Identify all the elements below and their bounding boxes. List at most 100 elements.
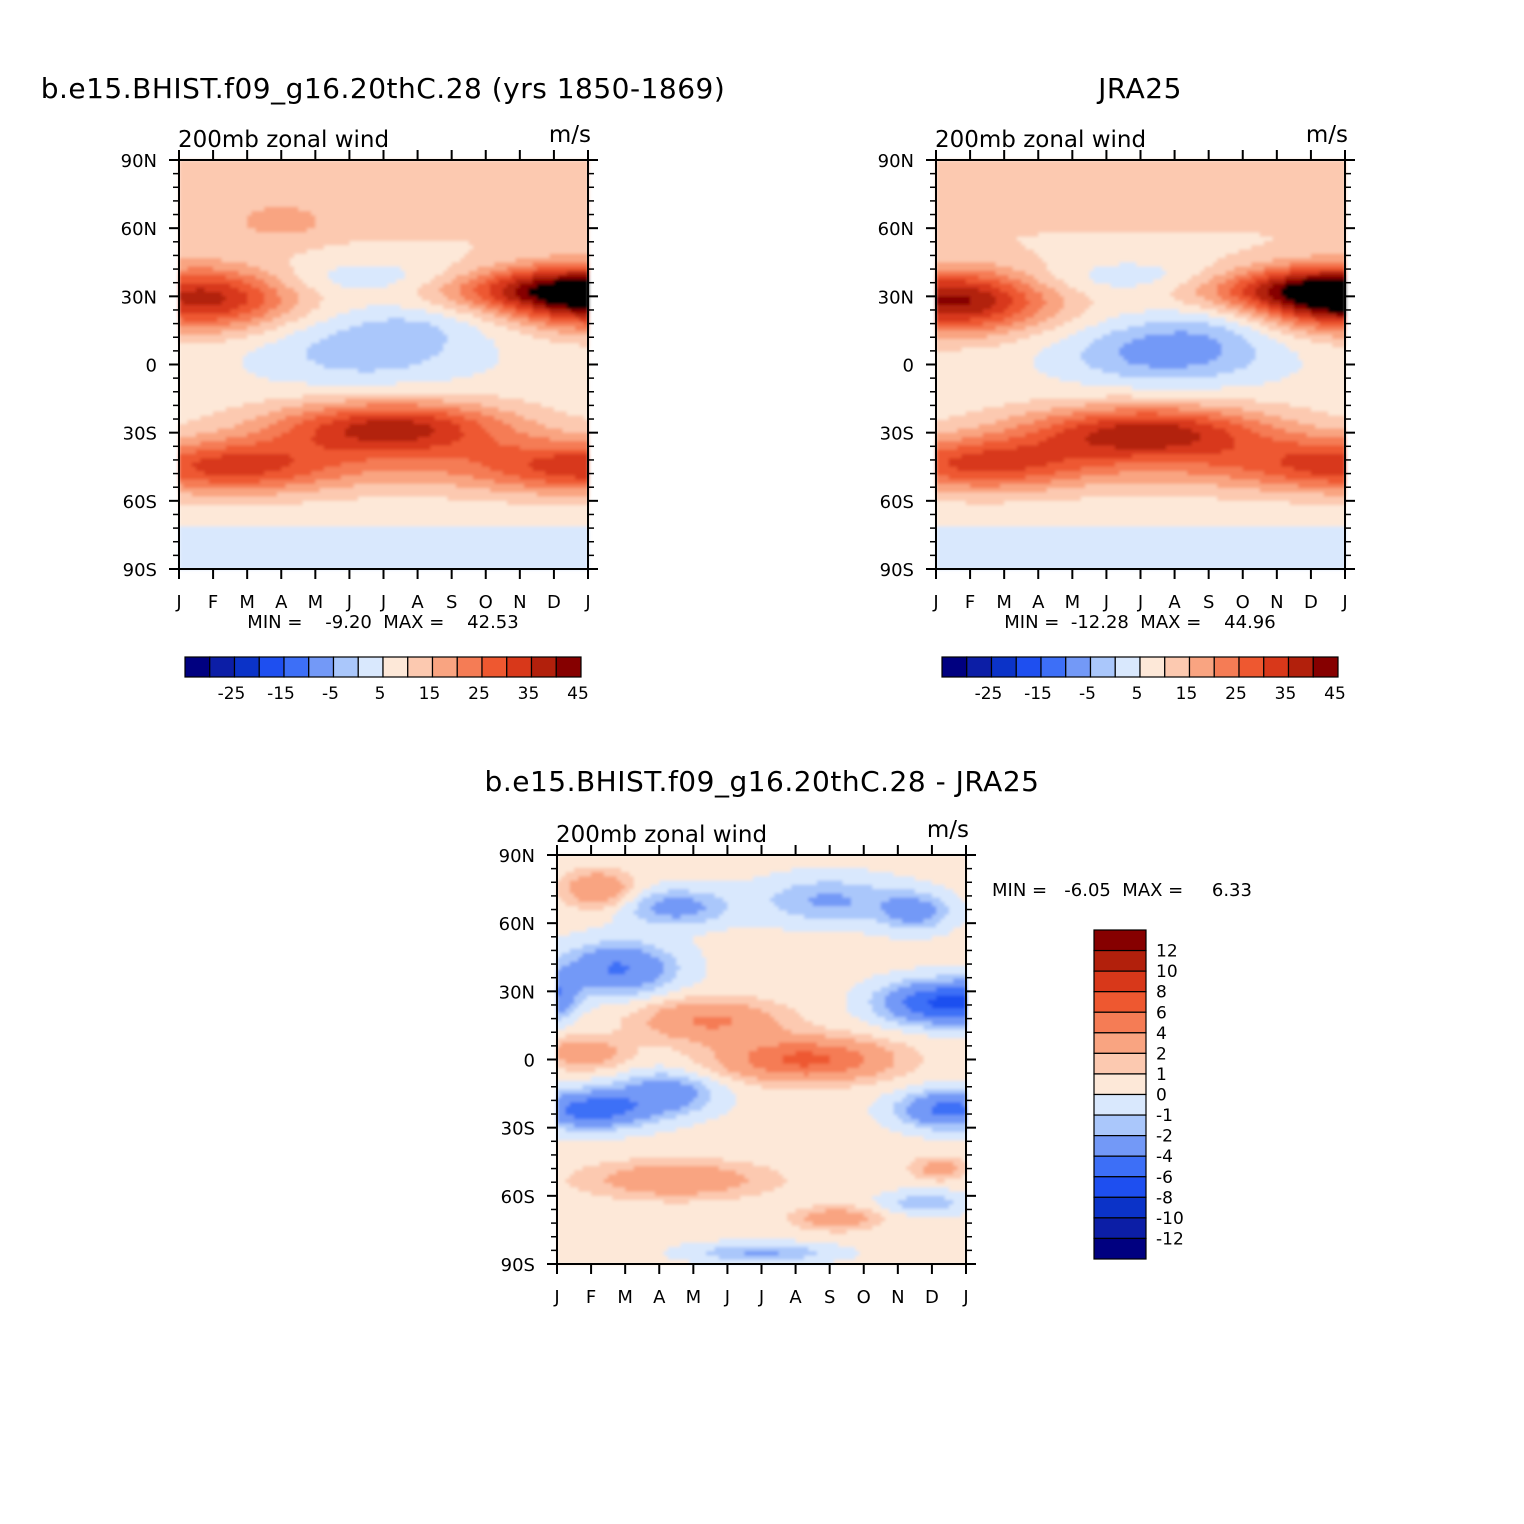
- colorbar-label: -6: [1156, 1168, 1173, 1188]
- x-tick-label: A: [653, 1287, 666, 1308]
- contour-cell: [1012, 266, 1048, 272]
- contour-cell: [561, 897, 579, 903]
- contour-cell: [936, 377, 1061, 383]
- contour-cell: [936, 530, 1346, 536]
- contour-cell: [936, 326, 997, 332]
- contour-cell: [1264, 270, 1291, 276]
- contour-cell: [637, 1008, 660, 1014]
- contour-cell: [612, 1195, 741, 1201]
- contour-cell: [995, 262, 1048, 268]
- contour-cell: [1004, 428, 1039, 434]
- contour-cell: [264, 292, 278, 297]
- contour-cell: [663, 897, 694, 903]
- y-tick-label: 60N: [878, 219, 914, 240]
- contour-cell: [230, 321, 261, 327]
- contour-cell: [808, 1072, 878, 1078]
- contour-cell: [179, 398, 265, 404]
- contour-cell: [612, 918, 648, 924]
- contour-cell: [1012, 296, 1027, 302]
- contour-cell: [706, 906, 729, 911]
- contour-cell: [268, 270, 295, 276]
- contour-cell: [710, 1093, 737, 1099]
- contour-cell: [536, 326, 576, 332]
- contour-cell: [842, 893, 933, 899]
- contour-cell: [774, 1016, 805, 1022]
- contour-cell: [957, 1166, 967, 1171]
- contour-cell: [1033, 287, 1056, 293]
- contour-cell: [1119, 373, 1218, 378]
- contour-cell: [515, 292, 529, 297]
- contour-cell: [443, 283, 461, 289]
- contour-cell: [906, 1016, 967, 1022]
- contour-cell: [672, 1046, 711, 1052]
- contour-cell: [693, 1085, 707, 1090]
- contour-cell: [289, 309, 312, 314]
- contour-cell: [744, 1251, 780, 1257]
- contour-cell: [680, 1080, 703, 1086]
- contour-cell: [1089, 441, 1193, 447]
- y-tick-label: 30S: [501, 1119, 535, 1140]
- contour-cell: [982, 309, 1005, 314]
- contour-cell: [663, 999, 775, 1005]
- contour-cell: [740, 1183, 784, 1188]
- contour-cell: [434, 275, 457, 280]
- contour-cell: [957, 445, 1018, 451]
- contour-cell: [430, 300, 457, 306]
- contour-cell: [1332, 334, 1346, 340]
- contour-cell: [298, 206, 589, 212]
- contour-cell: [620, 961, 665, 967]
- colorbar-label: 25: [468, 684, 490, 704]
- contour-cell: [481, 309, 500, 314]
- contour-cell: [1089, 296, 1176, 302]
- contour-cell: [1106, 394, 1133, 400]
- contour-cell: [1293, 309, 1312, 314]
- contour-cell: [557, 927, 588, 933]
- contour-cell: [481, 411, 517, 417]
- contour-cell: [251, 317, 274, 323]
- contour-cell: [936, 419, 997, 425]
- contour-cell: [549, 253, 589, 259]
- contour-cell: [1114, 407, 1180, 412]
- contour-cell: [569, 880, 622, 886]
- colorbar-label: -10: [1156, 1209, 1184, 1229]
- contour-cell: [443, 347, 500, 353]
- contour-cell: [1110, 330, 1176, 336]
- contour-cell: [637, 1102, 690, 1107]
- colorbar-label: -8: [1156, 1188, 1173, 1208]
- contour-cell: [323, 364, 410, 370]
- contour-cell: [1063, 279, 1095, 285]
- contour-cell: [1025, 326, 1056, 332]
- y-tick-label: 60N: [121, 219, 157, 240]
- contour-cell: [557, 1106, 567, 1112]
- contour-cell: [285, 415, 316, 421]
- contour-cell: [179, 534, 589, 540]
- contour-cell: [294, 304, 321, 310]
- contour-cell: [569, 948, 596, 954]
- contour-cell: [472, 475, 521, 481]
- contour-cell: [897, 987, 937, 992]
- contour-cell: [710, 1097, 737, 1103]
- y-tick-label: 60S: [123, 492, 157, 513]
- contour-cell: [936, 168, 1346, 174]
- contour-cell: [494, 415, 525, 421]
- contour-cell: [417, 287, 440, 293]
- contour-cell: [936, 211, 1346, 216]
- contour-cell: [650, 906, 707, 911]
- contour-cell: [1038, 441, 1090, 447]
- contour-cell: [1187, 330, 1235, 336]
- contour-cell: [850, 987, 882, 992]
- contour-cell: [238, 287, 261, 293]
- contour-cell: [995, 270, 1027, 276]
- contour-cell: [1063, 428, 1099, 434]
- contour-cell: [1033, 355, 1082, 361]
- contour-cell: [281, 466, 325, 472]
- x-tick-label: S: [1203, 592, 1214, 613]
- contour-cell: [1293, 304, 1308, 310]
- contour-cell: [242, 419, 278, 425]
- contour-cell: [846, 991, 873, 997]
- contour-cell: [1106, 317, 1227, 323]
- contour-cell: [579, 317, 589, 323]
- contour-cell: [494, 436, 551, 442]
- contour-cell: [208, 479, 261, 485]
- y-tick-label: 30N: [878, 287, 914, 308]
